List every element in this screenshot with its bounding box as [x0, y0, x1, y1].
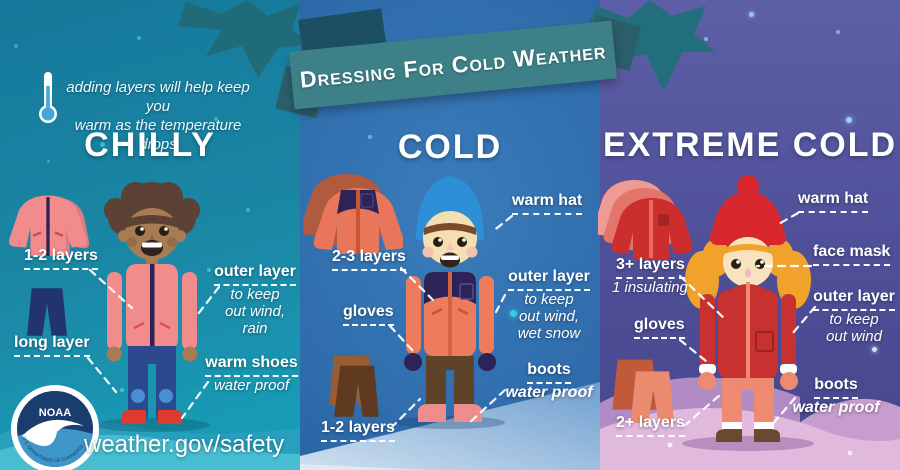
cold-bottom-layers-text: 1-2 layers [321, 419, 395, 442]
cold-top-layers-label: 2-3 layers [332, 248, 406, 271]
pants-stack-icon [329, 356, 379, 417]
extreme-mask-text: face mask [813, 243, 891, 266]
extreme-hat-text: warm hat [798, 190, 869, 213]
extreme-hat-label: warm hat [798, 190, 869, 213]
snow-dot [14, 44, 18, 48]
extreme-gloves-label: gloves [634, 316, 685, 339]
extreme-feet-label: boots water proof [790, 376, 882, 417]
extreme-top-layers-note-text: 1 insulating [612, 279, 688, 296]
noaa-acronym: NOAA [39, 407, 71, 419]
chilly-top-layers-text: 1-2 layers [24, 247, 98, 270]
snow-dot [246, 208, 250, 212]
character-shadow [682, 436, 814, 451]
extreme-top-layers-text: 3+ layers [616, 256, 685, 279]
extreme-outer-desc: to keep [829, 311, 879, 328]
jacket-stack-icon [303, 174, 403, 254]
chilly-outer-desc: to keep [230, 286, 280, 303]
snow-dot [137, 36, 141, 40]
chilly-bottom-layers-text: long layer [14, 334, 90, 357]
snow-dot [560, 200, 564, 204]
character-cold [404, 176, 496, 422]
extreme-gloves-text: gloves [634, 316, 685, 339]
extreme-title: EXTREME COLD [602, 126, 898, 164]
cold-hat-text: warm hat [512, 192, 583, 215]
thermometer-icon [39, 72, 57, 123]
footer-url[interactable]: weather.gov/safety [84, 431, 285, 458]
chilly-feet-desc: water proof [213, 377, 290, 394]
snow-dot [640, 145, 643, 148]
snow-dot [846, 117, 852, 123]
chilly-outer-text: outer layer [214, 263, 296, 286]
extreme-bottom-layers-text: 2+ layers [616, 414, 685, 437]
extreme-feet-text: boots [814, 376, 858, 399]
cold-outer-desc: out wind, [518, 308, 580, 325]
cold-ground-slope [300, 382, 600, 470]
snow-dot [704, 37, 708, 41]
cold-outer-desc: wet snow [517, 325, 581, 342]
snow-dot [47, 160, 50, 163]
snow-dot [120, 388, 124, 392]
cold-top-layers-text: 2-3 layers [332, 248, 406, 271]
extreme-feet-desc: water proof [792, 399, 880, 416]
chilly-outer-label: outer layer to keep out wind, rain [208, 263, 302, 337]
cold-feet-text: boots [527, 361, 571, 384]
extreme-bottom-layers-label: 2+ layers [616, 414, 685, 437]
extreme-outer-label: outer layer to keep out wind [812, 288, 896, 345]
cold-gloves-label: gloves [343, 303, 394, 326]
extreme-outer-desc: out wind [826, 328, 882, 345]
jacket-stack-icon [598, 180, 693, 260]
chilly-outer-desc: out wind, [224, 303, 286, 320]
cold-bottom-layers-label: 1-2 layers [321, 419, 395, 442]
cold-outer-desc: to keep [524, 291, 574, 308]
snow-dot [836, 30, 840, 34]
chilly-outer-desc: rain [242, 320, 268, 337]
extreme-top-layers-note: 1 insulating [612, 279, 688, 296]
noaa-logo: NOAA NATIONAL OCEANIC AND ATMOSPHERIC AD… [10, 384, 99, 470]
snow-dot [207, 268, 211, 272]
snow-dot [100, 142, 105, 147]
cold-hat-label: warm hat [512, 192, 583, 215]
chilly-title: CHILLY [84, 126, 216, 164]
chilly-bottom-layers-label: long layer [14, 334, 90, 357]
jacket-icon [9, 195, 90, 256]
snow-dot [880, 250, 884, 254]
chilly-feet-text: warm shoes [205, 354, 298, 377]
extreme-top-layers-label: 3+ layers [616, 256, 685, 279]
intro-line2: warm as the temperature drops [74, 117, 242, 153]
pants-icon [27, 288, 67, 336]
snow-dot [749, 12, 754, 17]
cold-title: COLD [397, 128, 503, 166]
pants-stack-icon [612, 359, 675, 423]
cold-outer-label: outer layer to keep out wind, wet snow [505, 268, 593, 342]
snow-dot [510, 310, 517, 317]
chilly-feet-label: warm shoes water proof [203, 354, 300, 394]
intro-line1: adding layers will help keep you [66, 79, 250, 115]
intro-text: adding layers will help keep you warm as… [58, 78, 258, 154]
cold-gloves-text: gloves [343, 303, 394, 326]
extreme-outer-text: outer layer [813, 288, 895, 311]
extreme-mask-label: face mask [813, 243, 891, 266]
snow-dot [872, 347, 877, 352]
chilly-top-layers-label: 1-2 layers [24, 247, 98, 270]
cold-feet-label: boots water proof [505, 361, 593, 402]
cold-outer-text: outer layer [508, 268, 590, 291]
cold-feet-desc: water proof [505, 384, 593, 401]
snow-dot [368, 135, 372, 139]
snow-dot [214, 117, 218, 121]
